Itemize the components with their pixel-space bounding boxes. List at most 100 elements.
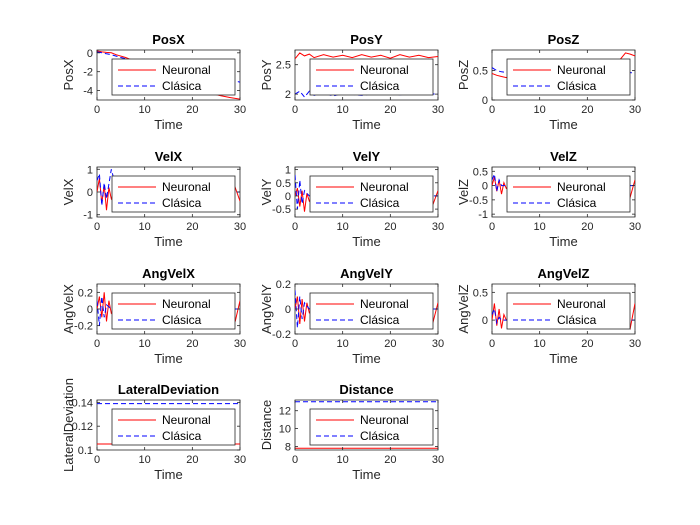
y-tick-label: 0.5	[276, 178, 291, 190]
subplot-title: Distance	[339, 382, 393, 397]
subplot-title: PosZ	[548, 32, 580, 47]
legend-box	[309, 292, 434, 330]
subplot-title: VelZ	[550, 149, 577, 164]
y-axis-label: AngVelZ	[456, 284, 471, 333]
x-tick-label: 30	[629, 338, 641, 350]
subplot-title: AngVelZ	[537, 266, 589, 281]
series-line-neuronal	[295, 52, 438, 60]
y-tick-label: -4	[83, 86, 93, 98]
x-tick-label: 0	[292, 454, 298, 466]
x-tick-label: 0	[292, 221, 298, 233]
x-tick-label: 10	[337, 104, 349, 116]
x-tick-label: 20	[384, 221, 396, 233]
legend-entry-clasica: Clásica	[162, 196, 202, 210]
x-tick-label: 10	[534, 104, 546, 116]
legend-entry-clasica: Clásica	[162, 79, 202, 93]
x-tick-label: 0	[292, 338, 298, 350]
y-tick-label: 0	[482, 315, 488, 327]
legend-entry-neuronal: Neuronal	[162, 413, 211, 427]
x-tick-label: 30	[432, 221, 444, 233]
y-axis-label: VelX	[61, 178, 76, 205]
subplot-title: VelX	[155, 149, 183, 164]
x-tick-label: 30	[234, 338, 246, 350]
y-axis-label: Distance	[259, 400, 274, 451]
y-tick-label: 12	[279, 406, 291, 418]
subplot-title: AngVelY	[340, 266, 393, 281]
subplot-title: VelY	[353, 149, 381, 164]
y-axis-label: PosY	[259, 59, 274, 90]
y-tick-label: -2	[83, 67, 93, 79]
legend: Neuronal Clásica	[111, 58, 236, 96]
x-tick-label: 30	[432, 338, 444, 350]
legend-entry-neuronal: Neuronal	[162, 297, 211, 311]
x-tick-label: 30	[432, 104, 444, 116]
y-axis-label: LateralDeviation	[61, 378, 76, 472]
x-tick-label: 30	[629, 104, 641, 116]
x-tick-label: 20	[581, 104, 593, 116]
legend-box	[309, 175, 434, 213]
x-axis-label: Time	[549, 351, 577, 366]
y-tick-label: 1	[87, 164, 93, 176]
y-tick-label: 0	[285, 191, 291, 203]
y-tick-label: -0.2	[272, 329, 291, 341]
subplot-lateraldeviation: 0 10 20 300.10.120.14LateralDeviationTimeLa…	[61, 378, 246, 482]
y-tick-label: 0.2	[276, 279, 291, 291]
y-tick-label: 0	[87, 304, 93, 316]
x-tick-label: 30	[234, 454, 246, 466]
y-tick-label: 0.1	[78, 445, 93, 457]
x-axis-label: Time	[352, 467, 380, 482]
legend: Neuronal Clásica	[111, 175, 236, 213]
legend-entry-clasica: Clásica	[360, 313, 400, 327]
y-tick-label: -0.5	[272, 204, 291, 216]
legend-box	[309, 408, 434, 446]
y-axis-label: AngVelY	[259, 284, 274, 334]
x-tick-label: 0	[94, 338, 100, 350]
y-tick-label: 0.14	[72, 397, 93, 409]
y-tick-label: 0	[482, 181, 488, 193]
y-tick-label: 0	[285, 304, 291, 316]
x-axis-label: Time	[154, 117, 182, 132]
legend-box	[506, 175, 631, 213]
x-axis-label: Time	[549, 234, 577, 249]
y-tick-label: -1	[478, 209, 488, 221]
x-tick-label: 30	[629, 221, 641, 233]
x-tick-label: 0	[489, 104, 495, 116]
y-tick-label: 0	[87, 187, 93, 199]
x-tick-label: 10	[534, 338, 546, 350]
x-tick-label: 20	[186, 454, 198, 466]
legend-entry-clasica: Clásica	[162, 429, 202, 443]
subplot-title: PosY	[350, 32, 383, 47]
x-tick-label: 20	[186, 221, 198, 233]
y-tick-label: 0.2	[78, 287, 93, 299]
y-axis-label: PosZ	[456, 60, 471, 90]
x-axis-label: Time	[549, 117, 577, 132]
subplot-distance: 0 10 20 30 8 10 12 Distance Time Distance Neuronal…	[259, 382, 444, 482]
x-tick-label: 0	[489, 221, 495, 233]
legend-entry-clasica: Clásica	[557, 196, 597, 210]
legend-box	[506, 292, 631, 330]
legend-entry-clasica: Clásica	[360, 429, 400, 443]
legend-entry-neuronal: Neuronal	[557, 63, 606, 77]
x-tick-label: 20	[581, 221, 593, 233]
legend: Neuronal Clásica	[309, 408, 434, 446]
x-tick-label: 30	[432, 454, 444, 466]
subplot-title: AngVelX	[142, 266, 195, 281]
x-tick-label: 10	[139, 454, 151, 466]
legend-entry-clasica: Clásica	[360, 79, 400, 93]
x-tick-label: 30	[234, 104, 246, 116]
legend-entry-neuronal: Neuronal	[360, 180, 409, 194]
legend: Neuronal Clásica	[111, 408, 236, 446]
x-tick-label: 10	[139, 338, 151, 350]
legend: Neuronal Clásica	[506, 175, 631, 213]
x-tick-label: 20	[186, 338, 198, 350]
legend: Neuronal Clásica	[309, 58, 434, 96]
y-tick-label: 0.5	[473, 287, 488, 299]
series-line-clasica	[97, 296, 240, 326]
legend-entry-neuronal: Neuronal	[557, 297, 606, 311]
y-tick-label: 0.12	[72, 421, 93, 433]
legend-entry-neuronal: Neuronal	[557, 180, 606, 194]
y-axis-label: AngVelX	[61, 284, 76, 334]
